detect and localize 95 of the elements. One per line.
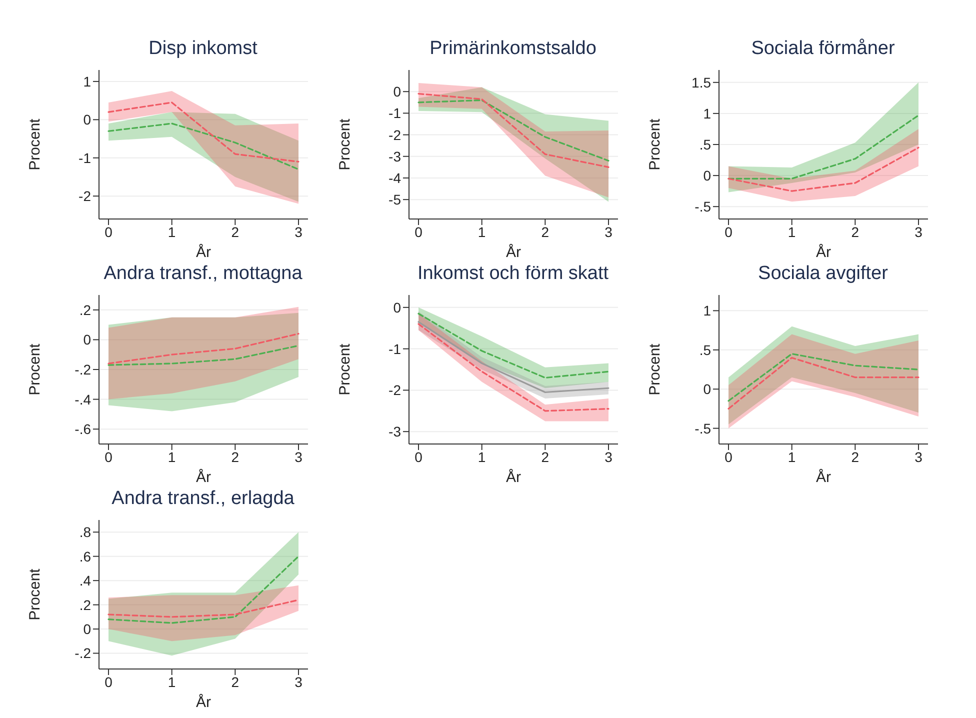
y-axis-title: Procent xyxy=(26,568,44,620)
y-tick-label: 0 xyxy=(83,112,92,128)
y-tick-label: -.4 xyxy=(74,391,92,408)
x-tick-label: 0 xyxy=(104,448,113,465)
y-tick-label: -1 xyxy=(78,150,92,166)
y-tick-label: -.5 xyxy=(694,198,712,215)
y-tick-label: -.2 xyxy=(74,361,92,378)
y-tick-label: 0 xyxy=(703,381,712,398)
chart-title: Andra transf., erlagda xyxy=(112,488,294,511)
x-tick-label: 1 xyxy=(788,448,796,465)
line-series xyxy=(108,344,300,366)
x-tick-label: 3 xyxy=(604,448,613,465)
x-axis-title: År xyxy=(196,468,212,486)
y-tick-label: .5 xyxy=(699,342,712,358)
x-tick-label: 3 xyxy=(294,674,303,690)
x-tick-label: 2 xyxy=(851,448,860,465)
x-axis-title: År xyxy=(506,243,522,261)
y-tick-label: -.5 xyxy=(694,420,712,436)
y-tick-label: 0 xyxy=(83,332,92,348)
x-tick-label: 2 xyxy=(231,224,240,240)
y-tick-label: .2 xyxy=(79,596,92,613)
line-series xyxy=(108,102,300,162)
y-tick-label: -.6 xyxy=(74,421,92,438)
y-axis-title: Procent xyxy=(336,342,354,396)
line-series xyxy=(418,92,610,168)
line-series xyxy=(728,353,920,402)
y-tick-label: 0 xyxy=(393,84,402,100)
y-tick-label: -5 xyxy=(388,192,402,208)
x-tick-label: 1 xyxy=(478,448,486,465)
x-tick-label: 0 xyxy=(104,674,113,690)
line-series xyxy=(108,122,300,170)
x-tick-label: 0 xyxy=(414,448,423,465)
y-tick-label: 1 xyxy=(703,105,712,122)
x-tick-label: 3 xyxy=(294,448,303,465)
y-tick-label: 1 xyxy=(703,302,712,319)
x-axis-title: År xyxy=(196,243,212,261)
x-axis-title: År xyxy=(816,243,832,261)
y-tick-label: .6 xyxy=(79,548,92,564)
x-axis-title: År xyxy=(196,693,212,711)
x-tick-label: 2 xyxy=(851,224,860,240)
x-tick-label: 3 xyxy=(914,448,923,465)
x-tick-label: 3 xyxy=(294,224,303,240)
x-tick-label: 1 xyxy=(478,224,486,240)
line-series xyxy=(108,556,300,624)
y-tick-label: .5 xyxy=(699,136,712,152)
y-tick-label: -.2 xyxy=(74,645,92,662)
x-tick-label: 0 xyxy=(104,224,113,240)
x-tick-label: 1 xyxy=(788,224,796,240)
x-tick-label: 3 xyxy=(604,224,613,240)
x-tick-label: 1 xyxy=(168,448,176,465)
y-axis-title: Procent xyxy=(646,342,664,396)
y-tick-label: -3 xyxy=(388,424,402,440)
chart-title: Disp inkomst xyxy=(148,38,258,61)
y-tick-label: -2 xyxy=(78,188,92,204)
x-tick-label: 0 xyxy=(724,448,733,465)
x-tick-label: 1 xyxy=(168,224,176,240)
y-tick-label: 0 xyxy=(703,168,712,184)
line-series xyxy=(418,99,610,162)
y-tick-label: 1.5 xyxy=(692,74,712,90)
chart-title: Inkomst och förm skatt xyxy=(417,263,609,286)
y-tick-label: -1 xyxy=(388,105,402,122)
y-tick-label: -3 xyxy=(388,148,402,164)
chart-title: Sociala förmåner xyxy=(751,38,895,61)
x-tick-label: 2 xyxy=(231,674,240,690)
y-tick-label: .8 xyxy=(79,524,92,540)
line-series xyxy=(418,323,610,412)
y-tick-label: 1 xyxy=(83,73,92,90)
line-series xyxy=(108,332,300,364)
x-axis-title: År xyxy=(816,468,832,486)
x-tick-label: 2 xyxy=(541,448,550,465)
x-tick-label: 1 xyxy=(168,674,176,690)
y-axis-title: Procent xyxy=(646,118,664,170)
y-tick-label: -2 xyxy=(388,126,402,143)
y-tick-label: .2 xyxy=(79,302,92,318)
y-tick-label: 0 xyxy=(83,620,92,637)
chart-title: Andra transf., mottagna xyxy=(104,263,302,286)
line-series xyxy=(418,321,610,394)
line-series xyxy=(728,146,920,192)
y-tick-label: -1 xyxy=(388,340,402,357)
y-tick-label: .4 xyxy=(79,572,92,589)
x-tick-label: 3 xyxy=(914,224,923,240)
y-tick-label: -2 xyxy=(388,382,402,398)
x-tick-label: 2 xyxy=(541,224,550,240)
y-tick-label: -4 xyxy=(388,170,402,186)
x-tick-label: 0 xyxy=(724,224,733,240)
x-axis-title: År xyxy=(506,468,522,486)
x-tick-label: 0 xyxy=(414,224,423,240)
y-axis-title: Procent xyxy=(26,342,44,396)
line-series xyxy=(418,312,610,379)
x-tick-label: 2 xyxy=(231,448,240,465)
chart-title: Primärinkomstsaldo xyxy=(430,38,596,61)
y-tick-label: 0 xyxy=(393,299,402,316)
chart-title: Sociala avgifter xyxy=(758,263,888,286)
y-axis-title: Procent xyxy=(26,118,44,170)
y-axis-title: Procent xyxy=(336,118,354,170)
